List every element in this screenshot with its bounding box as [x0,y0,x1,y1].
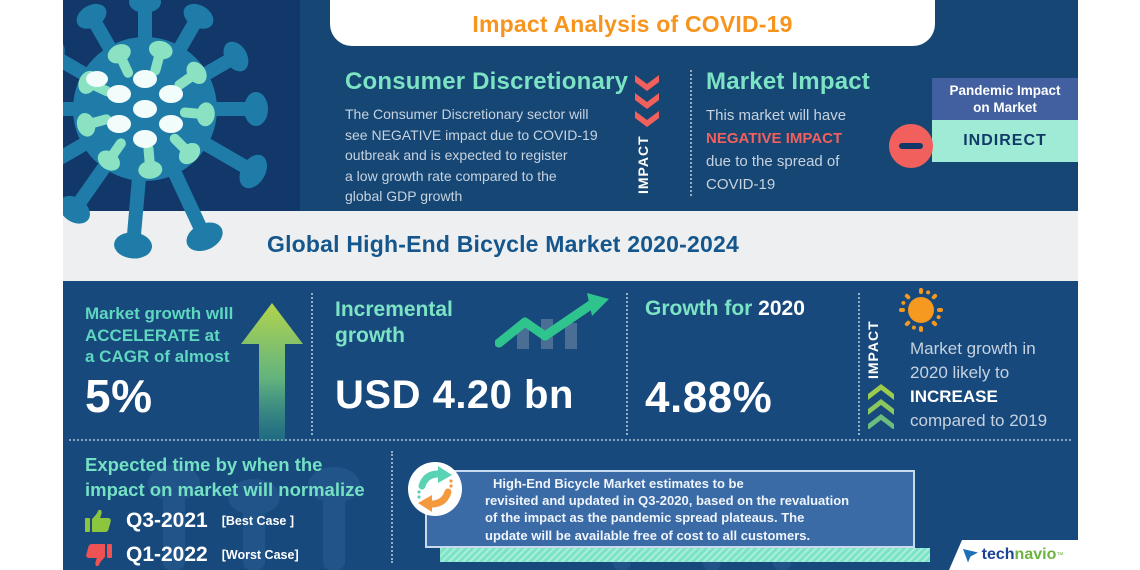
stats-section: Market growth wIll ACCELERATE at a CAGR … [63,281,1078,570]
technavio-arrow-icon [962,548,978,562]
market-title: Global High-End Bicycle Market 2020-2024 [266,231,739,257]
note-shadow-strip [440,548,930,562]
pandemic-impact-box: Pandemic Impact on Market INDIRECT [932,78,1078,162]
chevrons-up-icon [868,384,894,429]
best-case-row: Q3-2021 [Best Case ] [85,509,294,533]
consumer-heading: Consumer Discretionary [345,68,629,95]
pandemic-impact-value: INDIRECT [932,120,1078,162]
content-area: Consumer Discretionary The Consumer Disc… [63,0,1078,570]
increase-text: INCREASE [910,387,998,406]
consumer-body: The Consumer Discretionary sector will s… [345,106,598,204]
update-note: High-End Bicycle Market estimates to be … [425,470,915,548]
virus-silhouette-decoration [148,465,360,570]
market-impact-heading: Market Impact [706,68,870,95]
worst-case-row: Q1-2022 [Worst Case] [85,543,299,567]
pandemic-box-title: Pandemic Impact on Market [932,78,1078,120]
technavio-logo: tech navio ™ [949,540,1078,570]
worst-case-label: [Worst Case] [221,548,299,562]
growth-arrow-icon [241,303,303,441]
top-section-divider [690,70,692,196]
market-impact-body: This market will have NEGATIVE IMPACT du… [706,104,916,196]
thumbs-down-icon [86,544,112,567]
consumer-discretionary-section: Consumer Discretionary The Consumer Disc… [345,68,645,207]
incremental-growth-value: USD 4.20 bn [335,373,574,417]
growth-2020-heading: Growth for 2020 [645,297,805,320]
impact-indicator-column [633,74,661,133]
impact-vertical-label-bottom: IMPACT [865,320,881,379]
stats-divider-3 [858,293,860,435]
refresh-icon [407,461,463,517]
impact-2020-text: Market growth in 2020 likely to INCREASE… [910,339,1048,430]
stats-bottom-divider [69,439,1071,441]
worst-case-value: Q1-2022 [126,543,208,566]
title-banner: Impact Analysis of COVID-19 [330,0,935,46]
normalize-note-divider [391,451,393,563]
market-impact-section: Market Impact This market will have NEGA… [706,68,916,196]
page-title: Impact Analysis of COVID-19 [472,11,793,37]
best-case-label: [Best Case ] [221,514,294,528]
trend-up-icon [495,293,609,349]
coronavirus-illustration [63,0,268,259]
negative-impact-text: NEGATIVE IMPACT [706,130,843,147]
no-entry-icon [889,124,933,168]
virus-sun-icon [899,288,943,332]
incremental-growth-heading: Incremental growth [335,298,453,347]
cagr-value: 5% [85,370,153,422]
thumbs-up-icon [85,509,111,532]
best-case-value: Q3-2021 [126,509,208,532]
chevrons-down-icon [635,75,659,127]
stats-divider-2 [626,293,628,435]
normalize-heading: Expected time by when the impact on mark… [85,454,365,500]
cagr-text: Market growth wIll ACCELERATE at a CAGR … [85,304,234,366]
stats-divider-1 [311,293,313,435]
market-title-band: Global High-End Bicycle Market 2020-2024 [63,211,1078,281]
growth-2020-value: 4.88% [645,373,773,422]
